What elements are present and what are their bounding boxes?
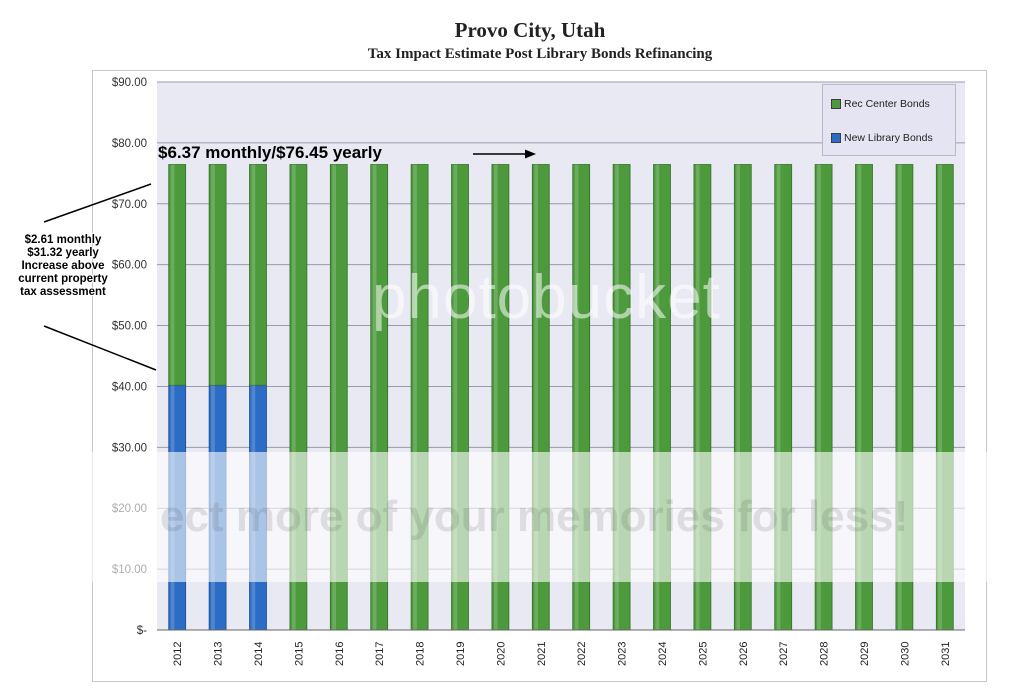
- legend-label-new-library: New Library Bonds: [844, 132, 933, 144]
- x-tick-label: 2027: [778, 642, 790, 666]
- bar-highlight: [413, 164, 417, 630]
- x-tick-label: 2023: [617, 642, 629, 666]
- bar-highlight: [251, 164, 256, 386]
- legend-entry-rec-center: Rec Center Bonds: [831, 98, 930, 110]
- x-tick-label: 2019: [455, 642, 467, 666]
- watermark-band: [0, 452, 1024, 582]
- bar-highlight: [534, 164, 539, 630]
- bar-rec-center-2014: [249, 164, 267, 386]
- y-tick-label: $90.00: [112, 77, 147, 89]
- bar-highlight: [291, 164, 296, 630]
- x-tick-label: 2021: [536, 642, 548, 666]
- increase-annotation-line: current property: [18, 273, 108, 285]
- y-tick-label: $-: [137, 625, 147, 637]
- x-tick-label: 2017: [374, 642, 386, 666]
- x-axis-ticks: 2012 2013 2014 2015 2016 2017 2018 2019 2020 2021…: [172, 642, 952, 666]
- bar-highlight: [493, 164, 498, 630]
- bar-highlight: [857, 164, 862, 630]
- main-arrow-head: [525, 149, 536, 159]
- x-tick-label: 2018: [415, 642, 427, 666]
- y-tick-label: $60.00: [112, 260, 147, 272]
- increase-annotation-line: Increase above: [21, 260, 105, 272]
- bar-highlight: [695, 164, 700, 630]
- x-tick-label: 2029: [859, 642, 871, 666]
- chart-subtitle: Tax Impact Estimate Post Library Bonds R…: [367, 46, 713, 62]
- x-tick-label: 2028: [819, 642, 831, 666]
- x-tick-label: 2025: [697, 642, 709, 666]
- bar-highlight: [615, 164, 619, 630]
- x-tick-label: 2022: [576, 642, 588, 666]
- x-tick-label: 2024: [657, 642, 669, 666]
- bar-highlight: [655, 164, 660, 630]
- legend-swatch-new-library: [831, 133, 841, 143]
- bar-rec-center-2013: [208, 164, 227, 386]
- x-tick-label: 2016: [334, 642, 346, 666]
- chart-title: Provo City, Utah: [454, 18, 606, 42]
- x-tick-label: 2020: [495, 642, 507, 666]
- monthly-yearly-annotation: $6.37 monthly/$76.45 yearly: [158, 143, 382, 162]
- bar-highlight: [938, 164, 943, 630]
- bar-highlight: [453, 164, 458, 630]
- bar-highlight: [574, 164, 579, 630]
- bar-highlight: [170, 164, 175, 386]
- increase-annotation-line: $2.61 monthly: [24, 234, 102, 246]
- bar-highlight: [332, 164, 337, 630]
- side-arrow-top: [43, 183, 152, 223]
- x-tick-label: 2031: [940, 642, 952, 666]
- photobucket-watermark: photobucket: [372, 263, 721, 332]
- bar-highlight: [736, 164, 741, 630]
- x-tick-label: 2015: [293, 642, 305, 666]
- increase-annotation-line: tax assessment: [20, 286, 106, 298]
- increase-annotation: $2.61 monthly $31.32 yearly Increase abo…: [4, 234, 122, 299]
- y-tick-label: $40.00: [112, 381, 147, 393]
- bar-highlight: [372, 164, 377, 630]
- y-tick-label: $30.00: [112, 442, 147, 454]
- bar-highlight: [817, 164, 821, 630]
- x-tick-label: 2013: [213, 642, 225, 666]
- y-tick-label: $80.00: [112, 138, 147, 150]
- side-arrow-bottom: [43, 325, 157, 371]
- legend-label-rec-center: Rec Center Bonds: [844, 98, 930, 110]
- x-tick-label: 2026: [738, 642, 750, 666]
- y-tick-label: $50.00: [112, 321, 147, 333]
- increase-annotation-line: $31.32 yearly: [27, 247, 99, 259]
- chart-legend: Rec Center Bonds New Library Bonds: [822, 84, 956, 156]
- bar-highlight: [897, 164, 902, 630]
- bar-rec-center-2012: [168, 164, 187, 386]
- y-tick-label: $70.00: [112, 199, 147, 211]
- bar-highlight: [211, 164, 215, 386]
- x-tick-label: 2030: [899, 642, 911, 666]
- x-tick-label: 2014: [253, 642, 265, 666]
- watermark-tagline: ect more of your memories for less!: [160, 492, 909, 541]
- legend-swatch-rec-center: [831, 99, 841, 109]
- bar-highlight: [776, 164, 781, 630]
- x-tick-label: 2012: [172, 642, 184, 666]
- legend-entry-new-library: New Library Bonds: [831, 132, 933, 144]
